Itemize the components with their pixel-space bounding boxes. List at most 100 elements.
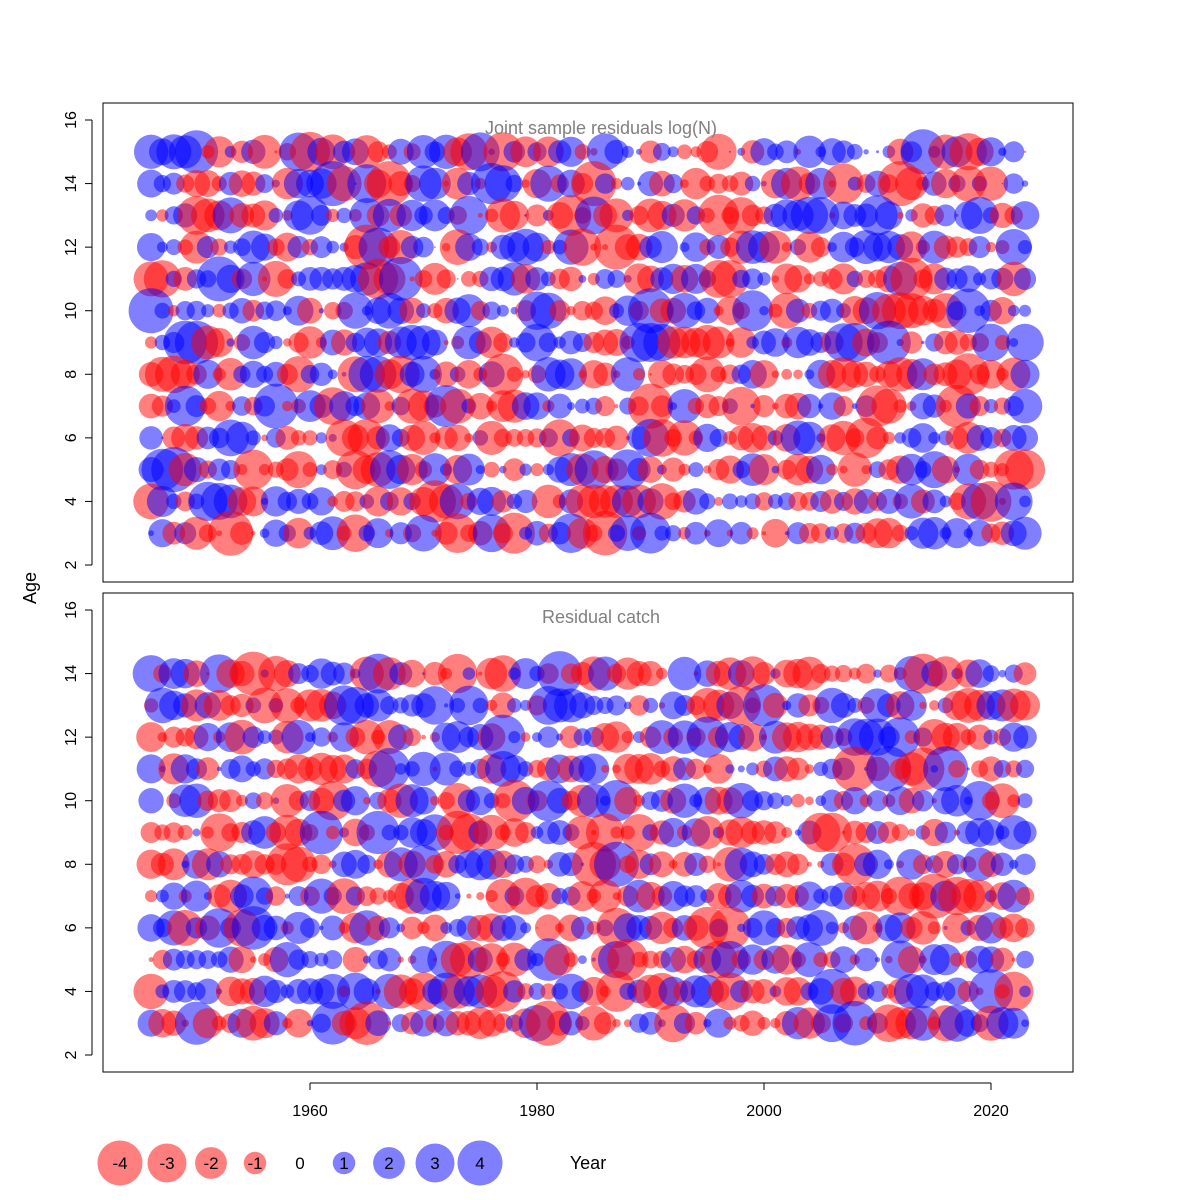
bubble-pos	[255, 174, 275, 194]
bubble-neg	[290, 430, 307, 446]
bubble-neg	[403, 728, 422, 747]
bubble-neg	[499, 200, 529, 231]
bubble-pos	[793, 421, 826, 455]
bubble-neg	[214, 358, 247, 391]
bubble-pos	[867, 320, 911, 365]
bubble-pos	[520, 922, 532, 934]
bubble-neg	[761, 518, 790, 548]
bubble-neg	[810, 237, 831, 258]
bubble-neg	[204, 390, 235, 422]
bubble-pos	[806, 454, 836, 485]
bubble-neg	[632, 368, 646, 381]
bubble-neg	[421, 914, 449, 942]
bubble-pos	[404, 844, 443, 884]
bubble-neg	[491, 490, 515, 513]
bubble-neg	[700, 133, 737, 170]
bubble-pos	[667, 146, 679, 158]
bubble-neg	[610, 826, 623, 839]
bubble-pos	[471, 238, 489, 256]
bubble-neg	[433, 361, 459, 388]
bubble-pos	[990, 852, 1015, 876]
bubble-pos	[941, 518, 973, 549]
bubble-pos	[610, 357, 645, 392]
y-tick-label: 2	[63, 1050, 80, 1059]
bubble-pos	[802, 909, 839, 946]
bubble-pos	[961, 196, 999, 234]
bubble-neg	[984, 783, 1020, 819]
bubble-pos	[737, 765, 745, 773]
bubble-neg	[203, 136, 235, 168]
bubble-pos	[1007, 388, 1043, 424]
bubble-pos	[216, 766, 222, 772]
bubble-neg	[612, 1018, 621, 1028]
bubble-pos	[269, 335, 283, 350]
bubble-neg	[593, 1011, 617, 1035]
y-tick-label: 14	[63, 665, 80, 683]
panel-1-title: Joint sample residuals log(N)	[485, 118, 717, 138]
bubble-pos	[449, 760, 466, 778]
bubble-neg	[249, 200, 280, 231]
bubble-pos	[508, 731, 521, 744]
bubble-pos	[923, 746, 969, 792]
legend-label: -4	[112, 1154, 127, 1173]
bubble-pos	[652, 142, 671, 161]
bubble-pos	[791, 942, 827, 978]
legend-bubble	[415, 1143, 455, 1183]
bubble-neg	[336, 514, 375, 552]
bubble-pos	[876, 488, 902, 514]
bubble-neg	[531, 484, 566, 519]
bubble-neg	[1013, 662, 1037, 685]
bubble-neg	[891, 524, 909, 542]
bubble-neg	[988, 297, 1017, 325]
bubble-neg	[157, 848, 190, 881]
bubble-pos	[757, 272, 771, 286]
bubble-pos	[418, 199, 451, 232]
bubble-pos	[704, 519, 733, 548]
bubble-pos	[874, 201, 903, 230]
bubble-neg	[751, 425, 777, 451]
bubble-pos	[570, 916, 594, 940]
bubble-neg	[810, 523, 831, 544]
panel-2-bubbles	[132, 651, 1041, 1046]
bubble-neg	[283, 517, 314, 549]
bubble-neg	[723, 1016, 737, 1030]
bubble-pos	[566, 402, 576, 411]
bubble-neg	[928, 656, 963, 691]
bubble-pos	[201, 304, 215, 318]
bubble-pos	[794, 881, 824, 911]
x-tick-label: 1980	[519, 1103, 555, 1120]
bubble-pos	[604, 139, 629, 164]
bubble-pos	[667, 783, 702, 818]
bubble-neg	[274, 150, 278, 154]
bubble-pos	[873, 669, 882, 678]
bubble-pos	[594, 841, 639, 887]
bubble-pos	[146, 485, 178, 517]
bubble-pos	[832, 140, 855, 164]
bubble-neg	[163, 822, 185, 843]
bubble-neg	[387, 1021, 392, 1026]
bubble-neg	[813, 952, 829, 968]
bubble-pos	[761, 328, 790, 357]
bubble-neg	[143, 260, 182, 298]
bubble-pos	[501, 915, 528, 941]
bubble-pos	[982, 665, 1000, 682]
bubble-neg	[637, 456, 664, 483]
bubble-pos	[1010, 201, 1040, 230]
bubble-pos	[336, 207, 352, 224]
bubble-pos	[699, 493, 716, 510]
bubble-neg	[781, 368, 793, 380]
bubble-neg	[610, 177, 623, 190]
bubble-neg	[680, 167, 712, 200]
bubble-pos	[484, 165, 522, 203]
bubble-pos	[922, 489, 947, 514]
bubble-neg	[515, 821, 537, 844]
bubble-pos	[547, 393, 573, 419]
bubble-neg	[311, 854, 332, 875]
bubble-neg	[530, 463, 544, 477]
bubble-pos	[744, 175, 761, 192]
bubble-neg	[204, 327, 234, 358]
bubble-pos	[866, 980, 889, 1002]
bubble-neg	[698, 855, 716, 873]
bubble-neg	[212, 303, 227, 318]
bubble-neg	[437, 513, 478, 553]
